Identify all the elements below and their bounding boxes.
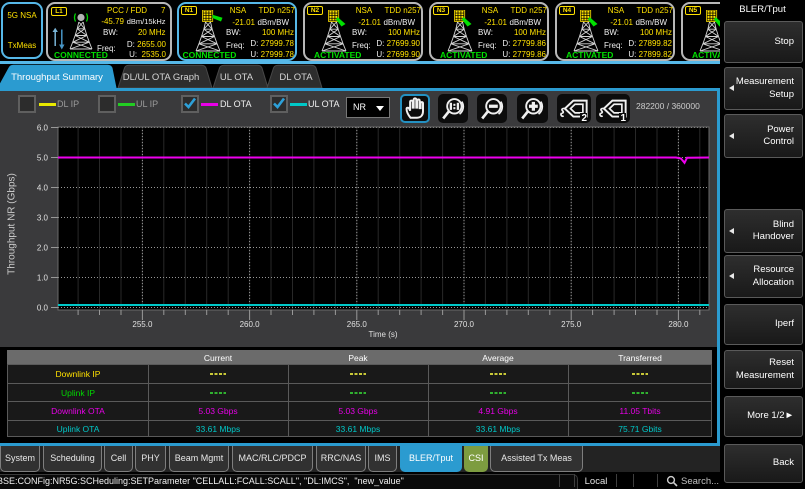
svg-text:260.0: 260.0: [240, 320, 261, 329]
svg-text:6.0: 6.0: [37, 124, 49, 133]
svg-text:1.0: 1.0: [37, 274, 49, 283]
svg-text:270.0: 270.0: [454, 320, 475, 329]
svg-text:3.0: 3.0: [37, 214, 49, 223]
svg-text:265.0: 265.0: [347, 320, 368, 329]
svg-text:UL OTA: UL OTA: [220, 72, 254, 83]
svg-text:DL/UL OTA Graph: DL/UL OTA Graph: [123, 72, 200, 83]
svg-text:0.0: 0.0: [37, 304, 49, 313]
svg-text:5.0: 5.0: [37, 154, 49, 163]
svg-text:Throughput NR (Gbps): Throughput NR (Gbps): [7, 173, 18, 275]
svg-text:275.0: 275.0: [561, 320, 582, 329]
svg-text:DL OTA: DL OTA: [279, 72, 313, 83]
svg-text:2.0: 2.0: [37, 244, 49, 253]
svg-text:Time (s): Time (s): [368, 330, 397, 339]
svg-text:255.0: 255.0: [132, 320, 153, 329]
svg-text:Throughput Summary: Throughput Summary: [11, 72, 103, 83]
svg-text:4.0: 4.0: [37, 184, 49, 193]
svg-text:280.0: 280.0: [668, 320, 689, 329]
